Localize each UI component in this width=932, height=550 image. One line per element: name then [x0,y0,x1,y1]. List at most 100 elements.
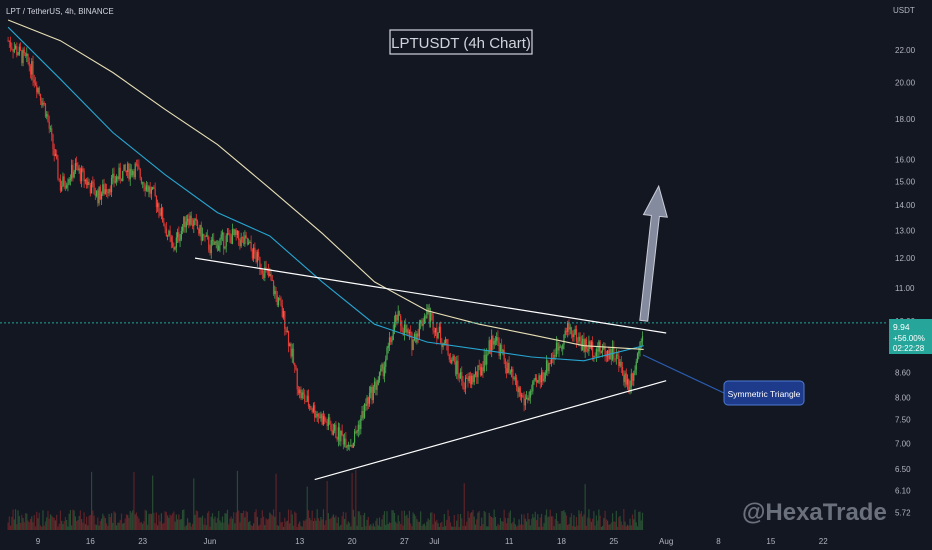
candle-body [326,421,328,427]
candle-body [468,376,470,381]
volume-bar [420,511,422,530]
volume-bar [518,519,520,530]
candle-body [327,417,330,427]
volume-bar [319,520,321,530]
volume-bar [501,521,503,530]
candle-body [125,170,128,172]
volume-bar [639,511,641,530]
candle-body [109,188,111,193]
volume-bar [284,517,286,530]
volume-bar [22,518,24,530]
candle-body [190,215,192,225]
candle-body [165,228,167,237]
candle-body [320,414,322,419]
volume-bar [155,512,158,530]
candle-body [162,207,164,222]
volume-bar [16,524,18,530]
candle-body [522,395,524,398]
candle-body [83,170,85,182]
candle-body [120,179,123,182]
volume-bar [502,521,504,530]
price-tick-label: 12.00 [895,254,916,263]
volume-bar [127,515,129,530]
candle-body [33,79,35,83]
volume-bar [616,526,619,530]
volume-bar [397,515,399,530]
candle-body [199,224,201,234]
candle-body [382,364,384,377]
volume-bar [366,519,368,530]
volume-bar [421,525,423,530]
time-tick-label: 22 [819,537,828,546]
trendline-lower[interactable] [314,380,667,481]
volume-bar [37,518,39,530]
volume-bar [277,525,280,530]
volume-bar [342,511,344,530]
candle-body [73,172,75,178]
candle-body [107,192,109,194]
candle-body [113,173,115,183]
candle-body [205,235,207,237]
volume-bar [104,518,106,530]
volume-bar [592,518,594,530]
volume-bar [172,513,174,530]
candle-body [43,103,45,105]
volume-bar [307,510,310,530]
candle-body [314,405,316,418]
candle-body [464,377,467,389]
volume-bar [21,514,23,530]
price-tick-label: 15.00 [895,177,916,186]
volume-bar [61,520,63,530]
volume-bar [608,524,610,530]
pattern-label-box[interactable] [723,380,805,406]
volume-bar [629,518,631,530]
candle-body [170,236,172,242]
candle-body [208,237,210,250]
price-axis[interactable]: USDT 22.00 20.00 18.00 16.00 15.00 14.00 13.00… [887,0,932,532]
candle-body [587,348,589,352]
candle-body [280,300,282,306]
candle-body [356,431,358,433]
volume-bar [326,481,328,530]
volume-bar [523,514,525,530]
volume-bar [538,526,540,530]
volume-bar [145,510,148,530]
volume-bar [93,515,95,530]
time-tick-label: 16 [86,537,95,546]
volume-bar [18,516,20,530]
candle-body [478,365,480,367]
candle-body [489,340,492,352]
price-tick-label: 7.00 [895,439,911,448]
candle-body [173,246,175,250]
projection-arrow[interactable] [639,184,668,322]
candle-body [503,349,505,360]
candle-body [523,397,525,406]
volume-bar [411,526,413,530]
volume-bar [191,523,194,530]
trendline-upper[interactable] [194,257,667,334]
candle-body [341,430,343,435]
candle-body [78,168,80,171]
candle-body [58,178,60,180]
time-axis[interactable]: 9 16 23 Jun 13 20 27 Jul 11 18 25 Aug 8 15 22 [0,532,932,550]
volume-bar [310,520,312,530]
candle-body [56,154,58,159]
volume-bar [118,522,120,530]
candle-body [390,337,392,343]
candle-body [600,351,602,353]
time-tick-label: 20 [348,537,357,546]
volume-bar [246,512,248,530]
volume-bar [631,514,634,530]
candle-body [533,379,535,382]
candle-body [438,326,440,333]
volume-bar [534,511,536,530]
volume-bar [51,515,53,530]
candle-body [368,392,371,404]
candle-body [488,340,490,354]
volume-bar [173,511,175,530]
candle-body [8,40,10,42]
volume-bar [572,525,574,530]
volume-bar [258,525,260,530]
volume-bar [53,517,55,530]
